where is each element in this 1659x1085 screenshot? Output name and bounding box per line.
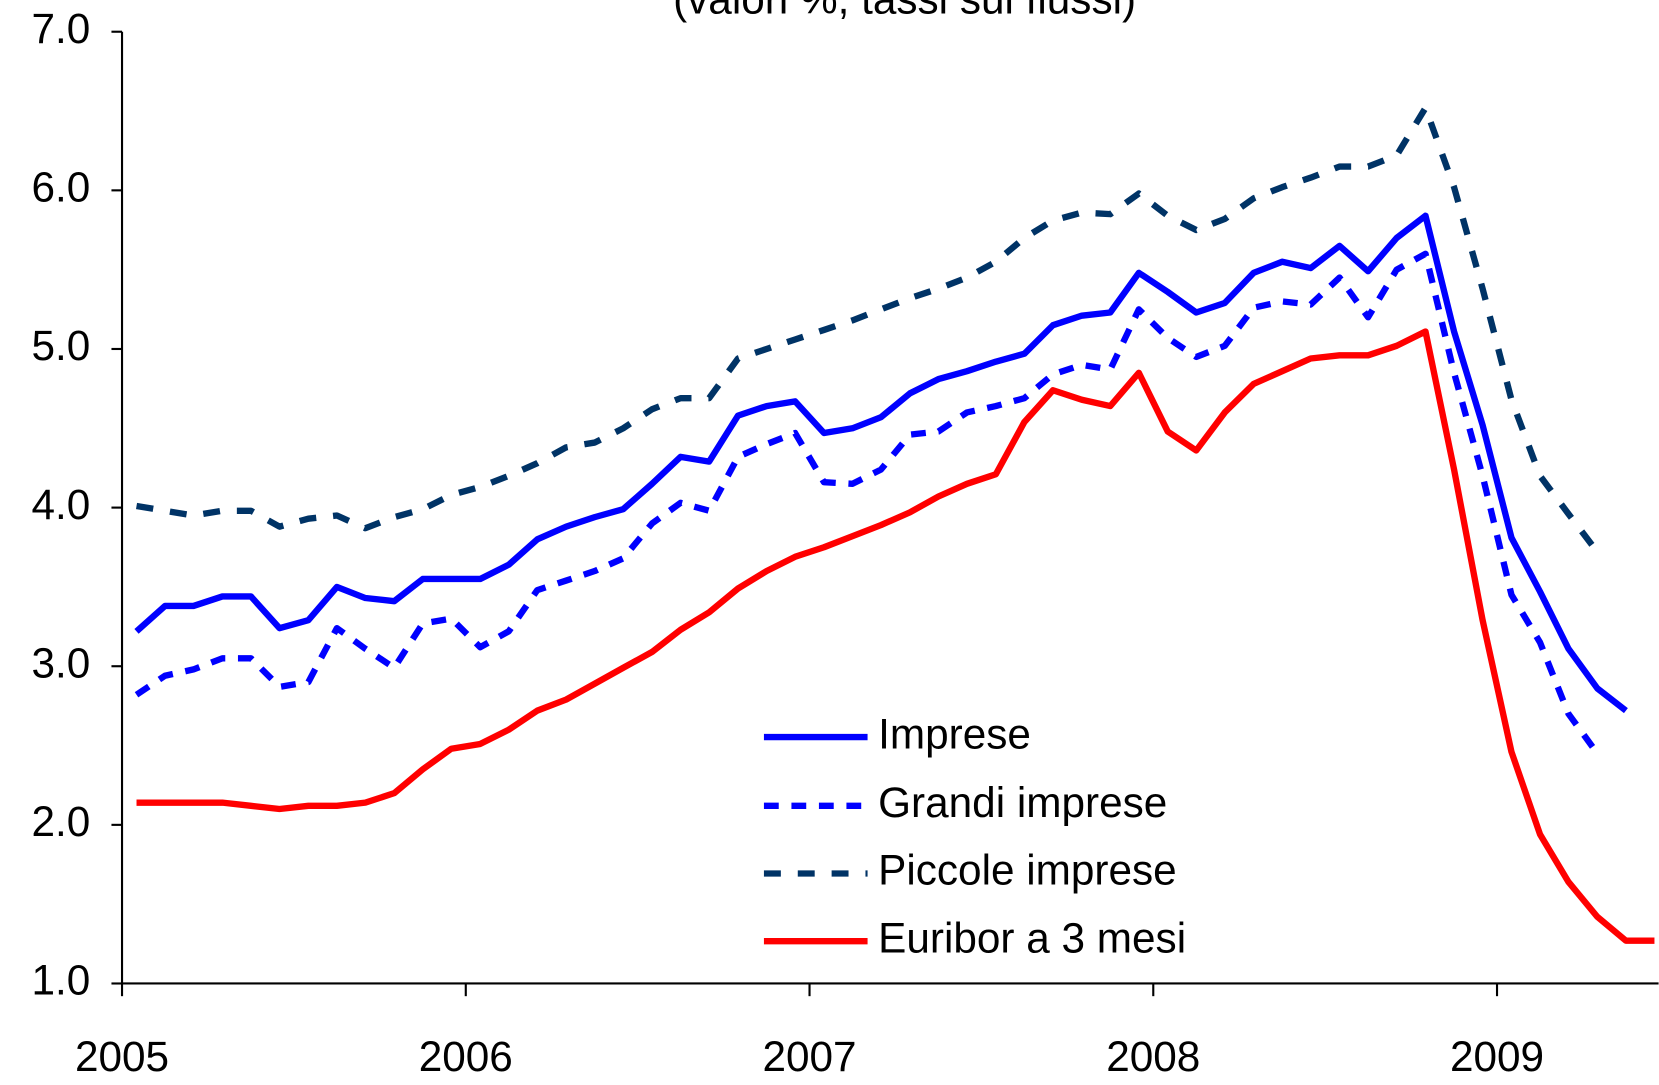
legend-label: Euribor a 3 mesi — [878, 914, 1186, 961]
y-tick-label: 3.0 — [31, 639, 90, 686]
x-tick-label: 2006 — [419, 1033, 513, 1080]
x-tick-label: 2008 — [1106, 1033, 1200, 1080]
y-tick-label: 5.0 — [31, 322, 90, 369]
series-line — [134, 212, 1628, 714]
y-tick-label: 2.0 — [31, 798, 90, 845]
y-tick-label: 7.0 — [31, 5, 90, 52]
x-tick-label: 2009 — [1450, 1033, 1544, 1080]
series-line — [134, 250, 1600, 756]
legend-label: Grandi imprese — [878, 779, 1167, 826]
series-line — [135, 104, 1600, 554]
chart-title: (valori %, tassi sui flussi) — [673, 0, 1136, 22]
x-tick-label: 2005 — [75, 1033, 169, 1080]
y-tick-label: 1.0 — [31, 957, 90, 1004]
y-tick-label: 4.0 — [31, 481, 90, 528]
legend-label: Piccole imprese — [878, 847, 1177, 894]
legend-label: Imprese — [878, 710, 1031, 757]
x-tick-label: 2007 — [762, 1033, 856, 1080]
series-line — [136, 328, 1655, 944]
y-tick-label: 6.0 — [31, 164, 90, 211]
